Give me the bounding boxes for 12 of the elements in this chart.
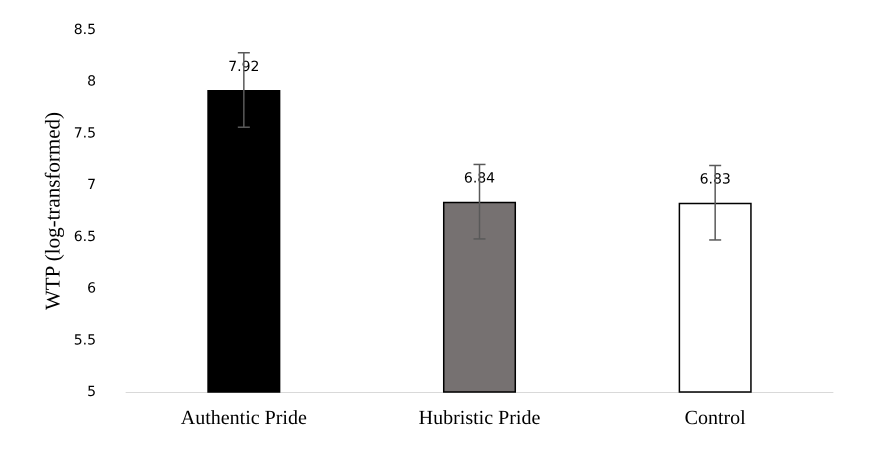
x-tick-label: Control: [684, 407, 746, 429]
y-tick-label: 6.5: [74, 228, 96, 245]
y-tick-label: 7.5: [74, 125, 96, 142]
y-tick-label: 5: [87, 384, 96, 400]
y-tick-label: 7: [87, 177, 96, 194]
x-tick-label: Authentic Pride: [180, 407, 307, 429]
y-tick-label: 5.5: [74, 332, 96, 348]
x-tick-label: Hubristic Pride: [418, 407, 540, 429]
y-tick-label: 8.5: [74, 22, 96, 38]
y-tick-label: 8: [87, 74, 96, 90]
y-axis-title: WTP (log-transformed): [40, 112, 64, 310]
y-tick-label: 6: [87, 280, 96, 297]
